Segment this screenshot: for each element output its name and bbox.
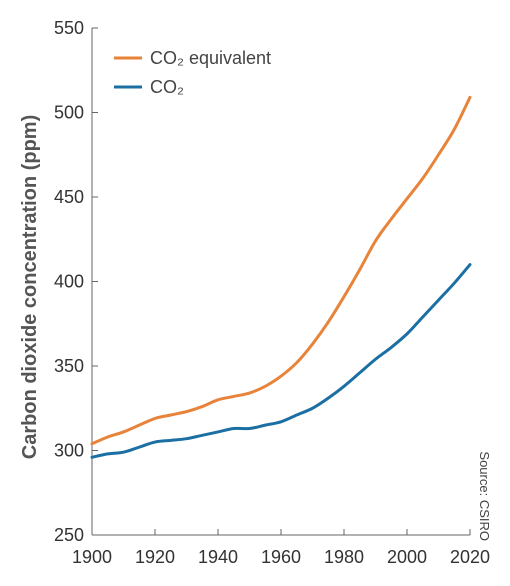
y-tick-label: 300: [54, 441, 84, 461]
x-tick-label: 1980: [324, 547, 364, 567]
series-line-co2: [90, 263, 472, 459]
y-axis-title: Carbon dioxide concentration (ppm): [19, 115, 41, 459]
y-tick-label: 500: [54, 103, 84, 123]
series-line-co2-equivalent: [90, 95, 472, 446]
x-tick-label: 2020: [450, 547, 490, 567]
x-tick-label: 1940: [198, 547, 238, 567]
legend-label: CO₂ equivalent: [150, 48, 271, 68]
legend-label: CO₂: [150, 77, 184, 97]
y-tick-label: 250: [54, 525, 84, 545]
x-axis-ticks: 1900 1920 1940 1960 1980 2000 2020: [72, 529, 490, 567]
x-tick-label: 2000: [387, 547, 427, 567]
y-axis-ticks: 250 300 350 400 450 500 550: [54, 18, 98, 545]
source-note: Source: CSIRO: [477, 451, 492, 541]
y-tick-label: 550: [54, 18, 84, 38]
x-tick-label: 1920: [135, 547, 175, 567]
y-tick-label: 350: [54, 356, 84, 376]
legend: CO₂ equivalent CO₂: [114, 48, 271, 97]
svg-text:Source: CSIRO: Source: CSIRO: [477, 451, 492, 541]
y-tick-label: 400: [54, 272, 84, 292]
x-tick-label: 1900: [72, 547, 112, 567]
series-lines: [90, 95, 472, 459]
y-tick-label: 450: [54, 187, 84, 207]
x-tick-label: 1960: [261, 547, 301, 567]
svg-text:Carbon dioxide concentration (: Carbon dioxide concentration (ppm): [19, 115, 41, 459]
